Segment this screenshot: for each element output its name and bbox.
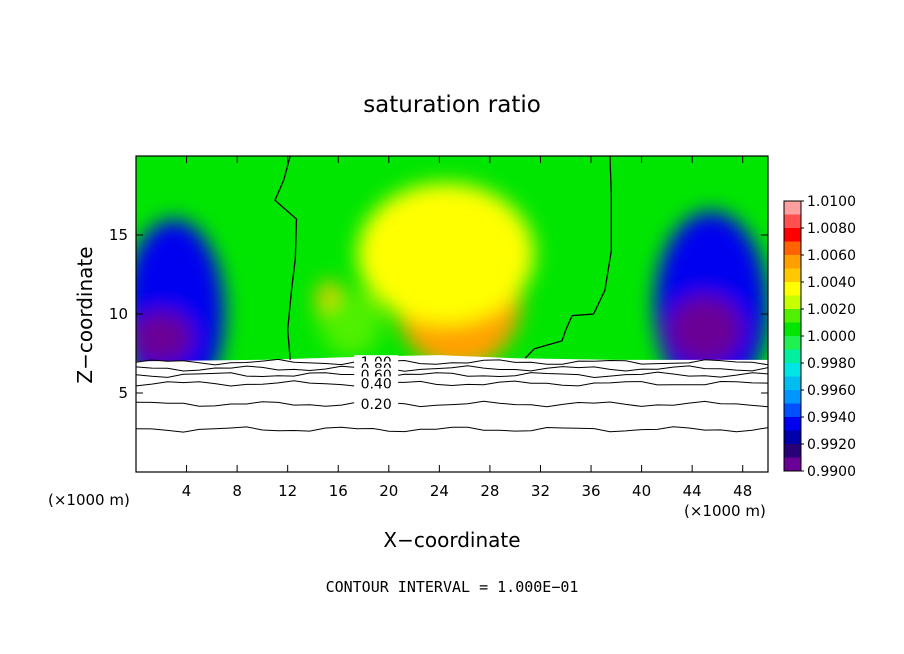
y-axis: 5 10 15 (109, 226, 768, 402)
contour-line (136, 371, 768, 379)
colorbar-swatch (784, 322, 801, 337)
colorbar-swatch (784, 430, 801, 445)
x-tick-label: 28 (480, 482, 499, 500)
contour-label: 0.40 (361, 377, 392, 393)
plot-area: 1.000.800.600.400.20 4812162024283236404… (109, 155, 769, 500)
contour-line (136, 365, 768, 372)
contour-label-bg (354, 376, 399, 391)
x-unit-right: (×1000 m) (684, 502, 766, 520)
contour-interval-footer: CONTOUR INTERVAL = 1.000E−01 (326, 578, 579, 596)
contour-1-left (274, 156, 298, 360)
contour-line (136, 400, 768, 408)
colorbar-swatch (784, 417, 801, 431)
colorbar-swatch (784, 444, 801, 458)
x-tick-label: 12 (278, 482, 297, 500)
x-axis-label: X−coordinate (383, 528, 520, 552)
x-tick-label: 36 (581, 482, 600, 500)
x-tick-label: 16 (329, 482, 348, 500)
colorbar-tick-label: 0.9940 (807, 410, 856, 426)
x-axis: 4 8 12 16 20 24 28 32 36 40 44 48 (182, 156, 752, 500)
colorbar-tick-label: 1.0080 (807, 221, 856, 237)
colorbar-swatch (784, 403, 801, 418)
x-tick-label: 24 (430, 482, 449, 500)
colorbar-swatch (784, 241, 801, 256)
colorbar-tick-label: 0.9980 (807, 356, 856, 372)
saturation-field (136, 156, 768, 472)
y-tick-label: 15 (109, 226, 128, 244)
colorbar-swatch (784, 457, 801, 472)
contour-lines: 1.000.800.600.400.20 (136, 156, 768, 433)
colorbar-swatch (784, 201, 801, 215)
colorbar-swatch (784, 376, 801, 391)
colorbar-swatch (784, 282, 801, 296)
colorbar-swatch (784, 228, 801, 242)
x-tick-label: 44 (683, 482, 702, 500)
x-tick-label: 8 (232, 482, 242, 500)
x-tick-label: 40 (632, 482, 651, 500)
y-tick-label: 10 (109, 305, 128, 323)
field-blob (136, 310, 193, 365)
colorbar-tick-label: 1.0040 (807, 275, 856, 291)
colorbar-swatch (784, 214, 801, 229)
contour-1-right (524, 156, 612, 359)
contour-line (136, 426, 768, 433)
contour-label-bg (354, 397, 399, 412)
colorbar: 1.0100 1.0080 1.0060 1.0040 1.0020 1.0000 0.99… (783, 194, 856, 480)
colorbar-swatch (784, 295, 801, 310)
x-tick-label: 4 (182, 482, 192, 500)
contour-line (136, 358, 768, 366)
colorbar-tick-label: 0.9900 (807, 464, 856, 480)
colorbar-swatch (784, 309, 801, 323)
colorbar-tick-label: 0.9920 (807, 437, 856, 453)
colorbar-swatch (784, 349, 801, 364)
colorbar-swatch (784, 390, 801, 404)
colorbar-tick-label: 0.9960 (807, 383, 856, 399)
field-blob (666, 295, 743, 365)
colorbar-swatch (784, 255, 801, 269)
contour-line (136, 380, 768, 387)
colorbar-swatch (784, 268, 801, 283)
colorbar-swatch (784, 336, 801, 350)
y-axis-label: Z−coordinate (73, 246, 97, 383)
field-blob (357, 182, 535, 326)
colorbar-tick-label: 1.0100 (807, 194, 856, 210)
colorbar-tick-label: 1.0060 (807, 248, 856, 264)
x-tick-label: 20 (379, 482, 398, 500)
colorbar-tick-label: 1.0000 (807, 329, 856, 345)
colorbar-tick-label: 1.0020 (807, 302, 856, 318)
field-blob (320, 293, 382, 357)
chart-title: saturation ratio (363, 92, 541, 118)
x-unit-left: (×1000 m) (48, 491, 130, 509)
x-tick-label: 48 (733, 482, 752, 500)
y-tick-label: 5 (118, 384, 128, 402)
contour-label: 0.20 (361, 397, 392, 413)
terrain-region (136, 355, 768, 472)
x-tick-label: 32 (531, 482, 550, 500)
colorbar-swatch (784, 363, 801, 377)
